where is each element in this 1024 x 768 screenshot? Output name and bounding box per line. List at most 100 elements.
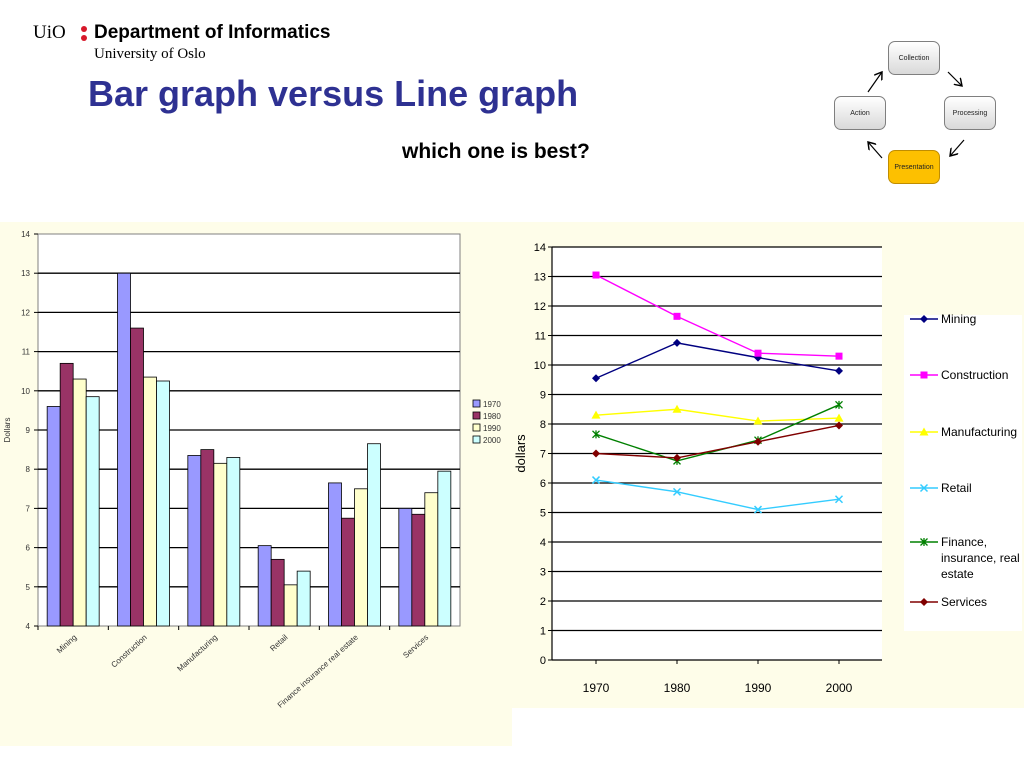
y-tick-label: 0 [540,655,546,667]
bar-chart: 4 5 6 7 8 9 10 11 12 13 14 Dollars Mining Constructio… [3,230,501,710]
data-point [591,410,601,419]
slide-title: Bar graph versus Line graph [88,73,579,114]
data-point [835,352,843,360]
legend-label: Services [941,595,987,609]
data-point [920,598,928,606]
y-tick-label: 2 [540,596,546,608]
brand-dots-icon [81,26,87,42]
university-name: University of Oslo [94,46,206,62]
y-tick-label: 1 [540,626,546,638]
cycle-step-processing: Processing [944,96,996,130]
bar [187,455,202,627]
bar [270,558,285,627]
y-tick-label: 14 [21,230,30,239]
data-point [920,538,928,546]
y-tick-label: 13 [21,269,30,278]
series-line [595,424,840,459]
y-tick-label: 4 [540,537,546,549]
bar [411,513,426,627]
y-tick-label: 6 [540,478,546,490]
x-tick-label: Services [401,633,430,660]
cycle-arrows [820,36,965,159]
y-tick-label: 9 [26,426,31,435]
legend-label: 1990 [483,424,501,433]
data-point [834,495,844,504]
cycle-step-presentation: Presentation [888,150,940,184]
y-tick-label: 14 [534,242,546,254]
data-point [753,416,763,425]
data-point [592,430,600,439]
legend-swatch [472,411,481,420]
y-tick-label: 5 [540,508,546,520]
data-point [673,312,681,320]
y-tick-label: 5 [26,583,31,592]
data-point [919,483,929,493]
legend-label: Finance, insurance, real estate [941,535,1020,581]
cycle-arrow [950,139,965,156]
series-line [595,342,840,379]
legend-swatch [472,399,481,408]
data-point [919,427,929,436]
bar [226,457,241,627]
data-point [673,453,681,462]
bar [354,488,368,627]
bar [398,507,413,627]
legend-label: Construction [941,368,1008,382]
x-tick-label: Finance insurance real estate [276,632,360,709]
series-line [595,274,840,357]
y-tick-label: 8 [26,465,31,474]
department-name: Department of Informatics [94,22,331,43]
bar [296,570,311,627]
series-line [595,404,840,462]
bar [200,449,215,627]
cycle-diagram: Collection Processing Presentation Actio… [820,36,1010,196]
data-point [920,315,928,323]
bar [59,362,74,627]
legend-label: 1980 [483,412,501,421]
legend-label: Manufacturing [941,425,1017,439]
data-point [592,449,600,458]
bar [367,443,381,627]
series-line [595,408,840,422]
x-tick-label: Construction [109,633,148,670]
bar [341,517,355,627]
bar [424,492,439,627]
cycle-step-action: Action [834,96,886,130]
y-tick-label: 9 [540,390,546,402]
brand-text: UiO [33,22,66,43]
x-tick-label: 1970 [583,681,610,695]
cycle-arrow [947,71,962,86]
data-point [835,366,843,375]
x-tick-label: Manufacturing [175,633,219,674]
bar [130,327,144,627]
bar [46,406,61,627]
data-point [920,371,928,379]
line-chart-panel: 0 1 2 3 4 5 6 7 8 9 10 11 12 13 14 dollars 1970 1980 1990 2… [512,222,1024,708]
slide-subtitle: which one is best? [402,140,590,163]
x-tick-label: 1990 [745,681,772,695]
y-axis-label: dollars [513,434,528,473]
cycle-arrow [868,142,883,159]
data-point [672,404,682,413]
y-tick-label: 8 [540,419,546,431]
legend-label: 1970 [483,400,501,409]
y-tick-label: 13 [534,272,546,284]
data-point [835,421,843,430]
y-axis-label: Dollars [3,418,12,443]
cycle-step-collection: Collection [888,41,940,75]
data-point [754,437,762,446]
y-tick-label: 12 [534,301,546,313]
y-tick-label: 11 [535,331,546,343]
legend-label: Retail [941,481,972,495]
legend-label: 2000 [483,436,501,445]
data-point [673,338,681,347]
data-point [753,505,763,514]
x-tick-label: Retail [268,633,289,654]
data-point [592,271,600,279]
y-tick-label: 7 [540,449,546,461]
data-point [672,487,682,496]
data-point [835,400,843,409]
series-line [595,479,840,511]
y-tick-label: 4 [26,622,31,631]
